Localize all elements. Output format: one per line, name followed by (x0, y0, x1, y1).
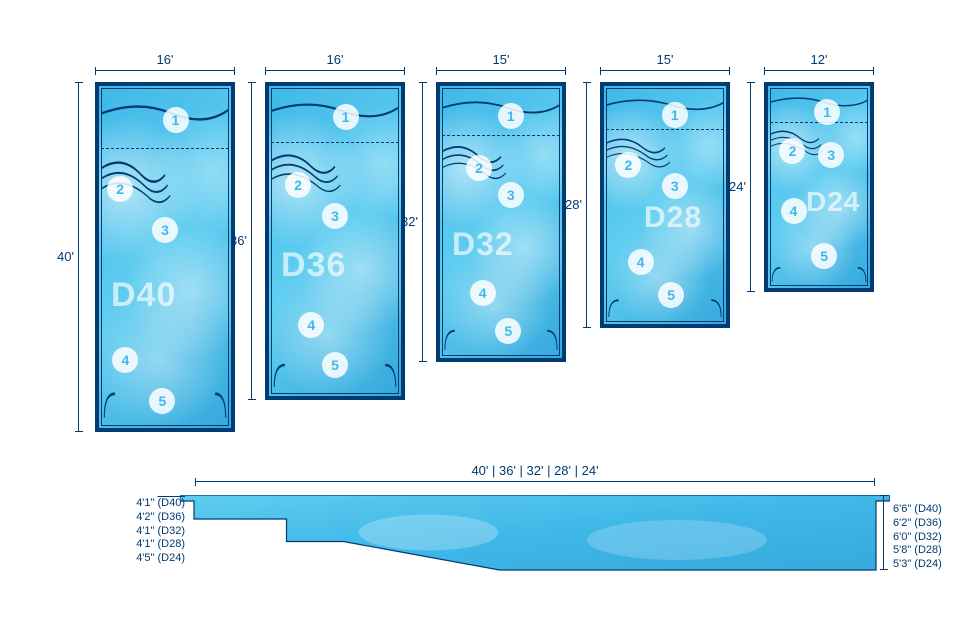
pool-contours (440, 86, 562, 358)
height-dimline-D36 (251, 82, 252, 400)
pool-contours (99, 86, 231, 428)
pool-D40: D4012345 (95, 82, 235, 432)
feature-badge-3: 3 (662, 173, 688, 199)
deep-depth-row: 5'3" (D24) (893, 558, 942, 572)
feature-badge-4: 4 (470, 280, 496, 306)
feature-badge-5: 5 (811, 243, 837, 269)
pool-spec-diagram: 16'40'D401234516'36'D361234515'32'D32123… (0, 0, 975, 640)
height-label-D36: 36' (221, 233, 247, 248)
pool-D36: D3612345 (265, 82, 405, 400)
width-label-D32: 15' (436, 52, 566, 67)
feature-badge-5: 5 (322, 352, 348, 378)
feature-badge-4: 4 (112, 347, 138, 373)
cross-section-width-dimline (195, 481, 875, 482)
feature-badge-2: 2 (779, 138, 805, 164)
pool-contours (269, 86, 401, 396)
shallow-depth-row: 4'1" (D28) (95, 538, 185, 552)
pool-D32: D3212345 (436, 82, 566, 362)
height-label-D24: 24' (720, 179, 746, 194)
shallow-depth-row: 4'1" (D32) (95, 525, 185, 539)
feature-badge-5: 5 (495, 318, 521, 344)
height-label-D32: 32' (392, 214, 418, 229)
feature-badge-2: 2 (615, 152, 641, 178)
feature-badge-1: 1 (662, 102, 688, 128)
deep-depth-row: 5'8" (D28) (893, 544, 942, 558)
deep-depth-dimline (883, 495, 884, 570)
feature-badge-1: 1 (814, 99, 840, 125)
height-label-D40: 40' (48, 249, 74, 264)
feature-badge-1: 1 (498, 103, 524, 129)
feature-badge-4: 4 (781, 198, 807, 224)
feature-badge-1: 1 (333, 104, 359, 130)
width-dimline-D40 (95, 70, 235, 71)
feature-badge-2: 2 (285, 172, 311, 198)
width-label-D24: 12' (764, 52, 874, 67)
deep-depth-row: 6'2" (D36) (893, 517, 942, 531)
shallow-depth-list: 4'1" (D40)4'2" (D36)4'1" (D32)4'1" (D28)… (95, 497, 185, 566)
feature-badge-3: 3 (322, 203, 348, 229)
height-dimline-D40 (78, 82, 79, 432)
pool-D28: D2812345 (600, 82, 730, 328)
deep-depth-row: 6'6" (D40) (893, 503, 942, 517)
cross-section-length-label: 40' | 36' | 32' | 28' | 24' (195, 463, 875, 478)
height-dimline-D28 (586, 82, 587, 328)
shallow-depth-row: 4'1" (D40) (95, 497, 185, 511)
width-label-D36: 16' (265, 52, 405, 67)
cross-section-profile (180, 495, 890, 580)
deep-depth-row: 6'0" (D32) (893, 531, 942, 545)
feature-badge-1: 1 (163, 107, 189, 133)
width-label-D28: 15' (600, 52, 730, 67)
height-dimline-D32 (422, 82, 423, 362)
feature-badge-3: 3 (152, 217, 178, 243)
feature-badge-4: 4 (628, 249, 654, 275)
deep-depth-list: 6'6" (D40)6'2" (D36)6'0" (D32)5'8" (D28)… (893, 503, 942, 572)
width-dimline-D32 (436, 70, 566, 71)
width-dimline-D24 (764, 70, 874, 71)
feature-badge-5: 5 (658, 282, 684, 308)
shallow-depth-row: 4'5" (D24) (95, 552, 185, 566)
feature-badge-3: 3 (498, 182, 524, 208)
feature-badge-5: 5 (149, 388, 175, 414)
width-dimline-D28 (600, 70, 730, 71)
feature-badge-2: 2 (466, 155, 492, 181)
width-label-D40: 16' (95, 52, 235, 67)
pool-D24: D2412345 (764, 82, 874, 292)
shallow-depth-row: 4'2" (D36) (95, 511, 185, 525)
height-label-D28: 28' (556, 197, 582, 212)
feature-badge-2: 2 (107, 176, 133, 202)
height-dimline-D24 (750, 82, 751, 292)
width-dimline-D36 (265, 70, 405, 71)
feature-badge-3: 3 (818, 142, 844, 168)
feature-badge-4: 4 (298, 312, 324, 338)
